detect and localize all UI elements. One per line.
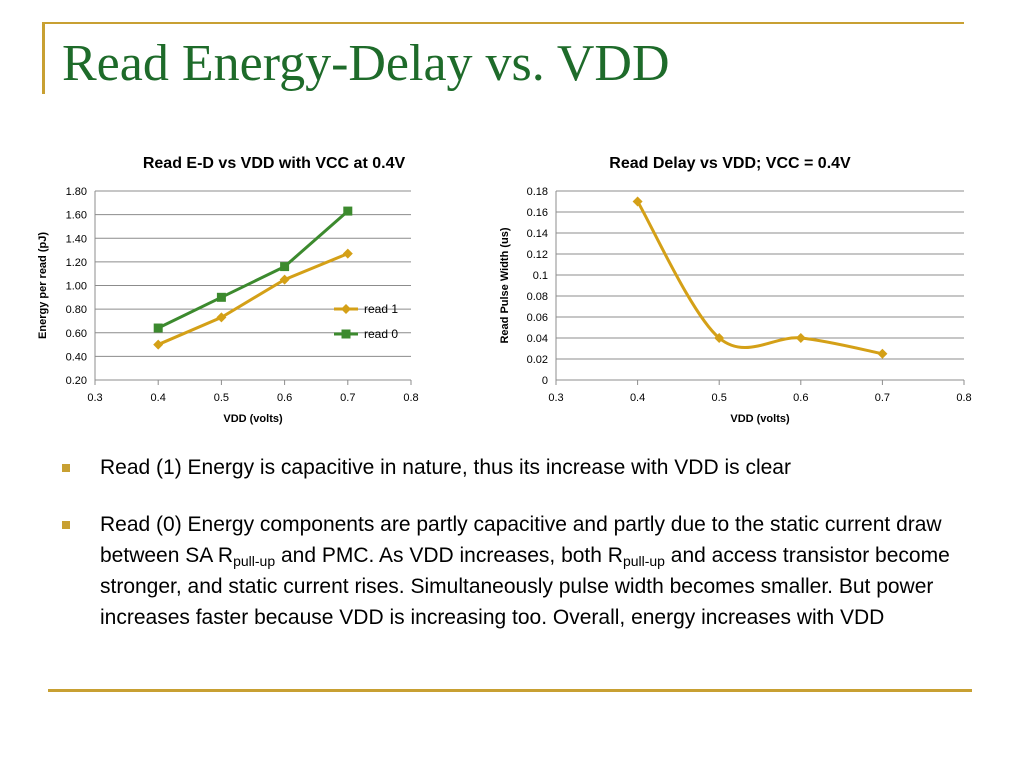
bullet-item-read0: Read (0) Energy components are partly ca… — [62, 509, 992, 633]
legend-label: read 0 — [364, 327, 398, 341]
bullet-square-icon — [62, 464, 70, 472]
legend-label: read 1 — [364, 302, 398, 316]
data-point — [280, 262, 290, 272]
bullet-text-part: and PMC. As VDD increases, both R — [275, 544, 623, 567]
series-line — [157, 209, 349, 330]
data-point — [153, 339, 164, 350]
x-tick-label: 0.8 — [403, 392, 418, 404]
x-tick-label: 0.8 — [956, 392, 971, 404]
data-point — [342, 248, 353, 259]
subscript-pull-up: pull-up — [233, 553, 276, 569]
y-tick-label: 0.18 — [527, 186, 548, 198]
data-point — [714, 333, 725, 343]
data-point — [795, 333, 806, 343]
chart-title: Read Delay vs VDD; VCC = 0.4V — [609, 155, 851, 172]
x-tick-label: 0.6 — [793, 392, 808, 404]
series-line — [157, 252, 349, 346]
data-point — [632, 196, 643, 207]
y-tick-label: 0.16 — [527, 207, 548, 219]
x-tick-label: 0.3 — [87, 392, 102, 404]
decorative-top-rule — [42, 22, 964, 24]
subscript-pull-up: pull-up — [622, 553, 665, 569]
data-point — [343, 206, 353, 216]
x-tick-label: 0.7 — [875, 392, 890, 404]
chart-title: Read E-D vs VDD with VCC at 0.4V — [143, 155, 406, 172]
y-tick-label: 1.80 — [66, 186, 87, 198]
series-line — [636, 200, 883, 356]
data-point — [216, 292, 226, 302]
y-tick-label: 0.06 — [527, 312, 548, 324]
y-tick-label: 0.20 — [66, 375, 87, 387]
x-tick-label: 0.5 — [712, 392, 727, 404]
y-tick-label: 1.60 — [66, 210, 87, 222]
bullet-item-read1: Read (1) Energy is capacitive in nature,… — [62, 452, 992, 483]
bullet-text-part: and access transistor become stronger, a… — [100, 544, 950, 629]
data-point — [877, 348, 888, 359]
x-axis-title: VDD (volts) — [223, 413, 283, 425]
legend-marker — [341, 329, 351, 339]
data-point — [153, 323, 163, 333]
x-tick-label: 0.5 — [214, 392, 229, 404]
x-tick-label: 0.4 — [630, 392, 645, 404]
y-tick-label: 1.00 — [66, 281, 87, 293]
y-tick-label: 0.1 — [533, 270, 548, 282]
bullet-text-part: Read (0) Energy components are partly ca… — [100, 513, 942, 567]
y-tick-label: 0.40 — [66, 351, 87, 363]
y-tick-label: 1.20 — [66, 257, 87, 269]
bullet-square-icon — [62, 521, 70, 529]
y-tick-label: 0.02 — [527, 354, 548, 366]
legend-marker — [341, 304, 351, 314]
x-tick-label: 0.4 — [151, 392, 166, 404]
y-axis-title: Energy per read (pJ) — [37, 232, 49, 339]
x-axis-title: VDD (volts) — [730, 413, 790, 425]
y-tick-label: 0.60 — [66, 328, 87, 340]
y-tick-label: 1.40 — [66, 233, 87, 245]
data-point — [279, 274, 290, 285]
data-point — [216, 312, 227, 323]
decorative-vertical-rule — [42, 22, 45, 94]
y-tick-label: 0.80 — [66, 304, 87, 316]
y-tick-label: 0.14 — [527, 228, 548, 240]
y-axis-title: Read Pulse Width (us) — [499, 227, 511, 343]
y-tick-label: 0.12 — [527, 249, 548, 261]
y-tick-label: 0 — [542, 375, 548, 387]
decorative-bottom-rule — [48, 689, 972, 692]
bullet-list: Read (1) Energy is capacitive in nature,… — [62, 452, 992, 633]
bullet-text: Read (1) Energy is capacitive in nature,… — [100, 456, 791, 479]
x-tick-label: 0.3 — [548, 392, 563, 404]
x-tick-label: 0.6 — [277, 392, 292, 404]
y-tick-label: 0.08 — [527, 291, 548, 303]
slide-title: Read Energy-Delay vs. VDD — [62, 35, 670, 92]
y-tick-label: 0.04 — [527, 333, 548, 345]
x-tick-label: 0.7 — [340, 392, 355, 404]
